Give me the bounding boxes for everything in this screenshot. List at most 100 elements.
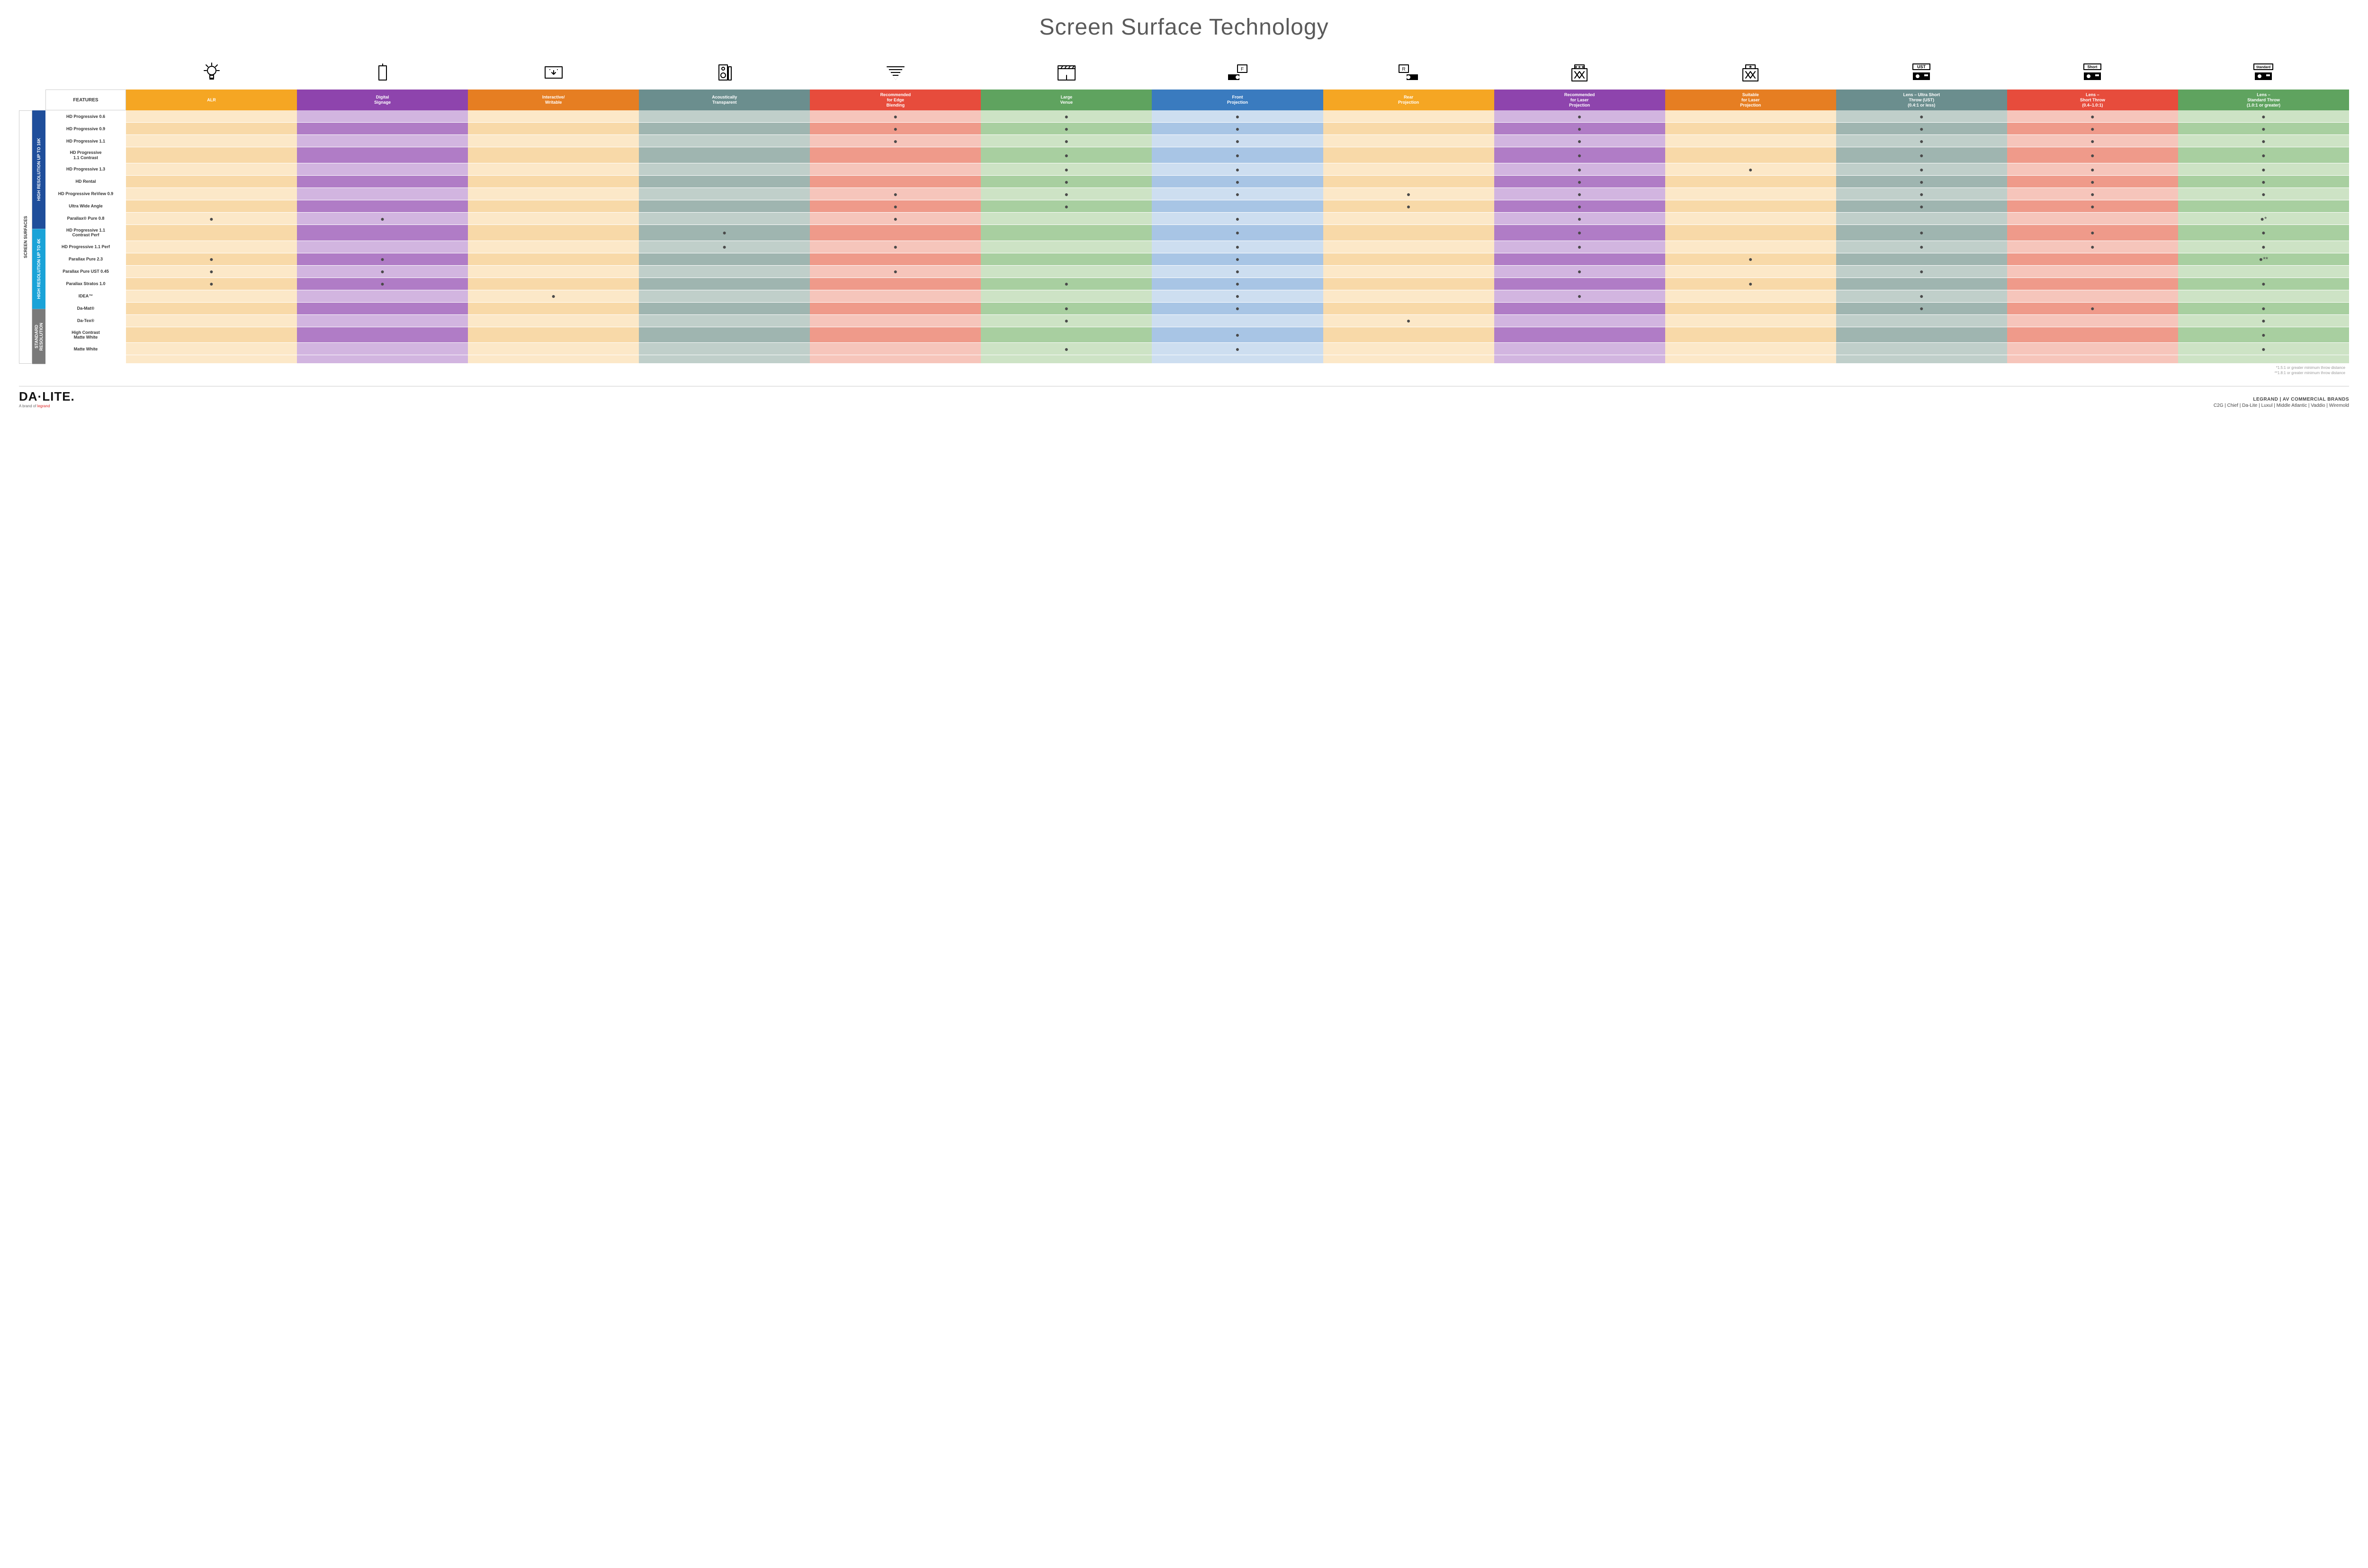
cell-edge [810,303,981,315]
cell-interactive [468,200,639,213]
features-header: FEATURES [45,90,126,110]
cell-large: ● [981,315,1152,327]
cell-acoustic [639,123,810,135]
cell-short: ● [2007,123,2178,135]
cell-short: ● [2007,188,2178,200]
cell-front: ● [1152,123,1323,135]
cell-reclaser [1494,315,1665,327]
cell-front: ● [1152,188,1323,200]
row-label: HD Progressive 1.1 [45,135,126,147]
cell-suitlaser [1665,213,1836,225]
row-label: Matte White [45,343,126,355]
cell-digital: ● [297,266,468,278]
cell-digital [297,188,468,200]
svg-text:★★★: ★★★ [1574,65,1585,69]
cell-large [981,266,1152,278]
cell-front: ● [1152,110,1323,123]
cell-edge: ● [810,241,981,253]
row-label: Parallax Pure 2.3 [45,253,126,266]
cell-alr [126,303,297,315]
cell-interactive [468,327,639,343]
row-label: Da-Tex® [45,315,126,327]
cell-std: ● [2178,147,2349,163]
cell-edge: ● [810,110,981,123]
icon-row: FR★★★★USTShortStandard [19,54,2349,88]
cell-alr: ● [126,253,297,266]
bulb-icon [126,54,297,88]
table-row: Da-Tex®●●● [45,315,2349,327]
cell-alr [126,225,297,241]
cell-acoustic [639,278,810,290]
cell-interactive [468,147,639,163]
cell-ust: ● [1836,163,2007,176]
row-label: Parallax Stratos 1.0 [45,278,126,290]
col-header-std: Lens –Standard Throw(1.0:1 or greater) [2178,90,2349,110]
cell-alr: ● [126,278,297,290]
cell-large [981,327,1152,343]
col-header-ust: Lens – Ultra ShortThrow (UST)(0.4:1 or l… [1836,90,2007,110]
cell-digital [297,147,468,163]
data-rows: HD Progressive 0.6●●●●●●● HD Progressive … [45,110,2349,364]
cell-std: ●** [2178,253,2349,266]
cell-alr [126,110,297,123]
cell-suitlaser: ● [1665,278,1836,290]
cell-short: ● [2007,110,2178,123]
cell-edge: ● [810,266,981,278]
cell-std: ● [2178,135,2349,147]
cell-std: ● [2178,225,2349,241]
cell-ust [1836,315,2007,327]
wide-icon [810,54,981,88]
row-label: IDEA™ [45,290,126,303]
cell-alr [126,135,297,147]
cell-std: ● [2178,278,2349,290]
cell-large [981,253,1152,266]
cell-digital: ● [297,278,468,290]
cell-reclaser [1494,303,1665,315]
table-row-blank [45,355,2349,364]
cell-edge: ● [810,200,981,213]
cell-ust: ● [1836,110,2007,123]
cell-acoustic [639,163,810,176]
cell-digital [297,225,468,241]
cell-ust: ● [1836,225,2007,241]
table-row: Parallax® Pure 0.8●●●●●●* [45,213,2349,225]
row-label: HD Progressive 1.1 Perf [45,241,126,253]
side-outer-label: SCREEN SURFACES [19,110,32,364]
cell-digital [297,303,468,315]
front-icon: F [1152,54,1323,88]
col-header-edge: Recommendedfor EdgeBlending [810,90,981,110]
footnotes: *1.5:1 or greater minimum throw distance… [19,364,2349,376]
cell-rear [1323,278,1494,290]
cell-rear [1323,135,1494,147]
cell-rear [1323,110,1494,123]
cell-rear [1323,241,1494,253]
cell-short: ● [2007,147,2178,163]
table-row: HD Progressive1.1 Contrast●●●●●● [45,147,2349,163]
cell-edge [810,225,981,241]
cell-suitlaser [1665,315,1836,327]
cell-acoustic [639,290,810,303]
cell-rear [1323,290,1494,303]
cell-digital [297,110,468,123]
group-label: STANDARD RESOLUTION [32,309,45,364]
cell-ust: ● [1836,290,2007,303]
cell-acoustic: ● [639,241,810,253]
table-row: HD Rental●●●●●● [45,176,2349,188]
cell-large: ● [981,135,1152,147]
table-row: HD Progressive 0.6●●●●●●● [45,110,2349,123]
cell-front: ● [1152,225,1323,241]
cell-edge [810,253,981,266]
table-row: HD Progressive 1.1 Perf●●●●●●● [45,241,2349,253]
footer: DA·LITE. A brand of legrand LEGRAND | AV… [19,386,2349,408]
cell-front: ● [1152,176,1323,188]
cell-reclaser: ● [1494,188,1665,200]
row-label: HD Progressive ReView 0.9 [45,188,126,200]
cell-large [981,225,1152,241]
standard-icon: Standard [2178,54,2349,88]
cell-acoustic [639,200,810,213]
cell-short [2007,290,2178,303]
brand-logo: DA·LITE. [19,389,75,404]
cell-digital: ● [297,253,468,266]
col-header-suitlaser: Suitablefor LaserProjection [1665,90,1836,110]
cell-rear [1323,266,1494,278]
